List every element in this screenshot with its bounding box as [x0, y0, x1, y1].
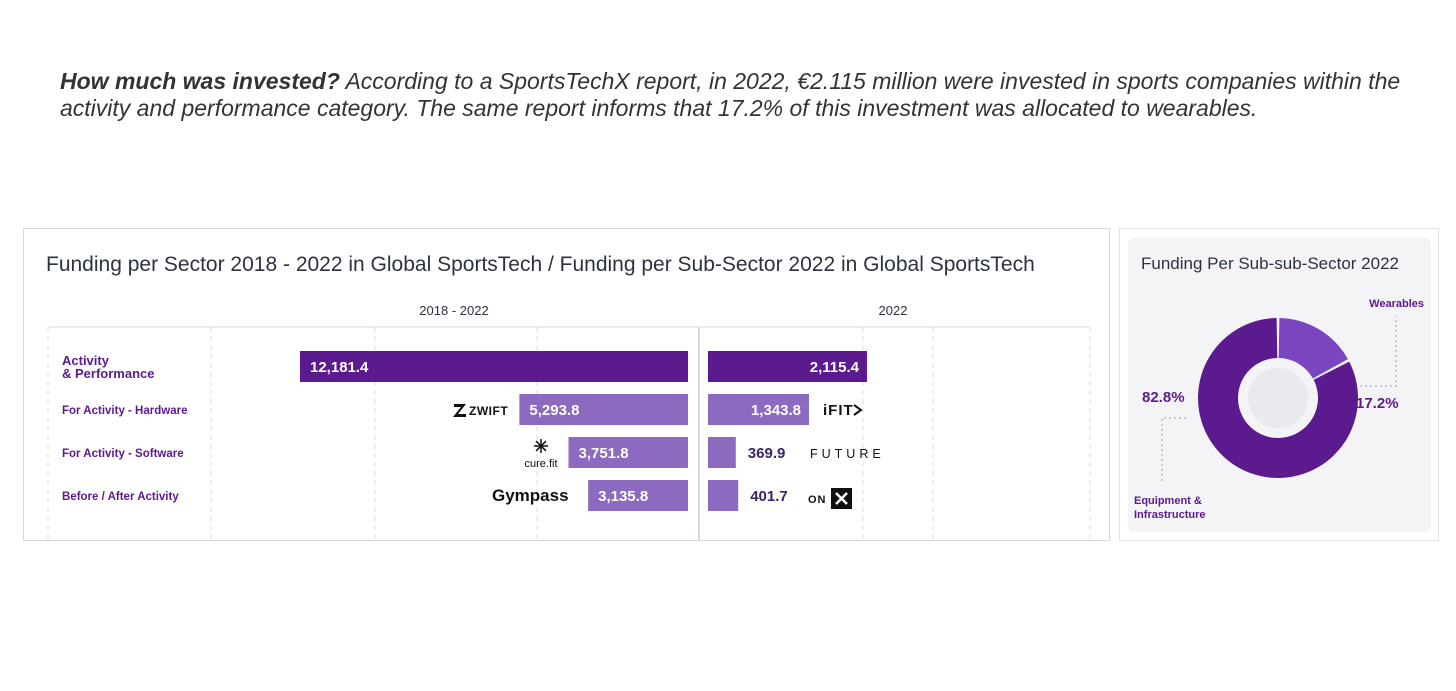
- funding-bar-chart: Funding per Sector 2018 - 2022 in Global…: [46, 253, 1091, 540]
- zwift-logo-mark: [453, 404, 466, 417]
- bar-2018-2022: [519, 394, 688, 425]
- intro-paragraph: How much was invested? According to a Sp…: [60, 68, 1420, 122]
- bar-label-2018-2022: 12,181.4: [310, 359, 369, 376]
- intro-body: According to a SportsTechX report, in 20…: [60, 68, 1401, 121]
- category-label: Activity & Performance: [62, 353, 154, 381]
- brand-logo-curefit: cure.fit: [524, 458, 557, 470]
- donut-title: Funding Per Sub-sub-Sector 2022: [1141, 254, 1399, 273]
- category-label: For Activity - Software: [62, 448, 184, 460]
- bar-2022: [708, 437, 736, 468]
- bar-label-2018-2022: 5,293.8: [529, 402, 579, 419]
- series-label-2018-2022: 2018 - 2022: [419, 303, 488, 318]
- donut-slice-0: [1278, 318, 1348, 379]
- leader-line-wearables: [1360, 316, 1397, 387]
- bar-2018-2022: [588, 480, 688, 511]
- intro-lead: How much was invested?: [60, 68, 340, 94]
- donut-chart-card: Funding Per Sub-sub-Sector 2022 Wearables…: [1128, 238, 1431, 532]
- category-label: For Activity - Hardware: [62, 405, 187, 417]
- bar-2022: [708, 351, 867, 382]
- bar-label-2018-2022: 3,135.8: [598, 488, 648, 505]
- donut-chart: Funding Per Sub-sub-Sector 2022 Wearables…: [1134, 254, 1424, 521]
- bar-label-2018-2022: 3,751.8: [578, 445, 628, 462]
- bar-2018-2022: [568, 437, 688, 468]
- brand-logo-zwift: ZWIFT: [469, 404, 508, 418]
- donut-slice-1: [1198, 318, 1358, 478]
- bar-label-2022: 369.9: [748, 445, 786, 462]
- bar-label-2022: 2,115.4: [810, 359, 860, 376]
- label-wearables: Wearables: [1369, 298, 1424, 310]
- value-label-wearables: 17.2%: [1356, 395, 1399, 412]
- category-label: Before / After Activity: [62, 491, 179, 503]
- value-label-equipment: 82.8%: [1142, 389, 1185, 406]
- label-equipment: Equipment & Infrastructure: [1134, 495, 1206, 521]
- brand-logo-ifit: iFIT: [823, 402, 854, 419]
- leader-line-equipment: [1161, 417, 1186, 483]
- series-label-2022: 2022: [879, 303, 908, 318]
- bar-2018-2022: [300, 351, 688, 382]
- bar-2022: [708, 394, 810, 425]
- on-logo-x-icon: [835, 492, 848, 505]
- cure-fit-logo-mark: [534, 439, 548, 453]
- brand-logo-on: ON: [808, 494, 827, 506]
- cure-fit-star-stroke: [535, 440, 547, 452]
- bar-label-2022: 1,343.8: [751, 402, 801, 419]
- donut-center-logo: [1248, 368, 1308, 428]
- bar-2022: [708, 480, 739, 511]
- brand-logo-gympass: Gympass: [492, 486, 569, 505]
- category-label-line: & Performance: [62, 366, 154, 381]
- ifit-chevron-icon: [853, 404, 863, 416]
- chart-title: Funding per Sector 2018 - 2022 in Global…: [46, 253, 1035, 276]
- bar-label-2022: 401.7: [750, 488, 788, 505]
- funding-bar-chart-panel: Funding per Sector 2018 - 2022 in Global…: [23, 228, 1110, 541]
- donut-chart-panel: Funding Per Sub-sub-Sector 2022 Wearables…: [1119, 228, 1439, 541]
- category-label-line: Activity: [62, 353, 110, 368]
- brand-logo-future: FUTURE: [810, 447, 885, 461]
- label-equipment-line: Equipment &: [1134, 495, 1202, 507]
- label-equipment-line: Infrastructure: [1134, 509, 1206, 521]
